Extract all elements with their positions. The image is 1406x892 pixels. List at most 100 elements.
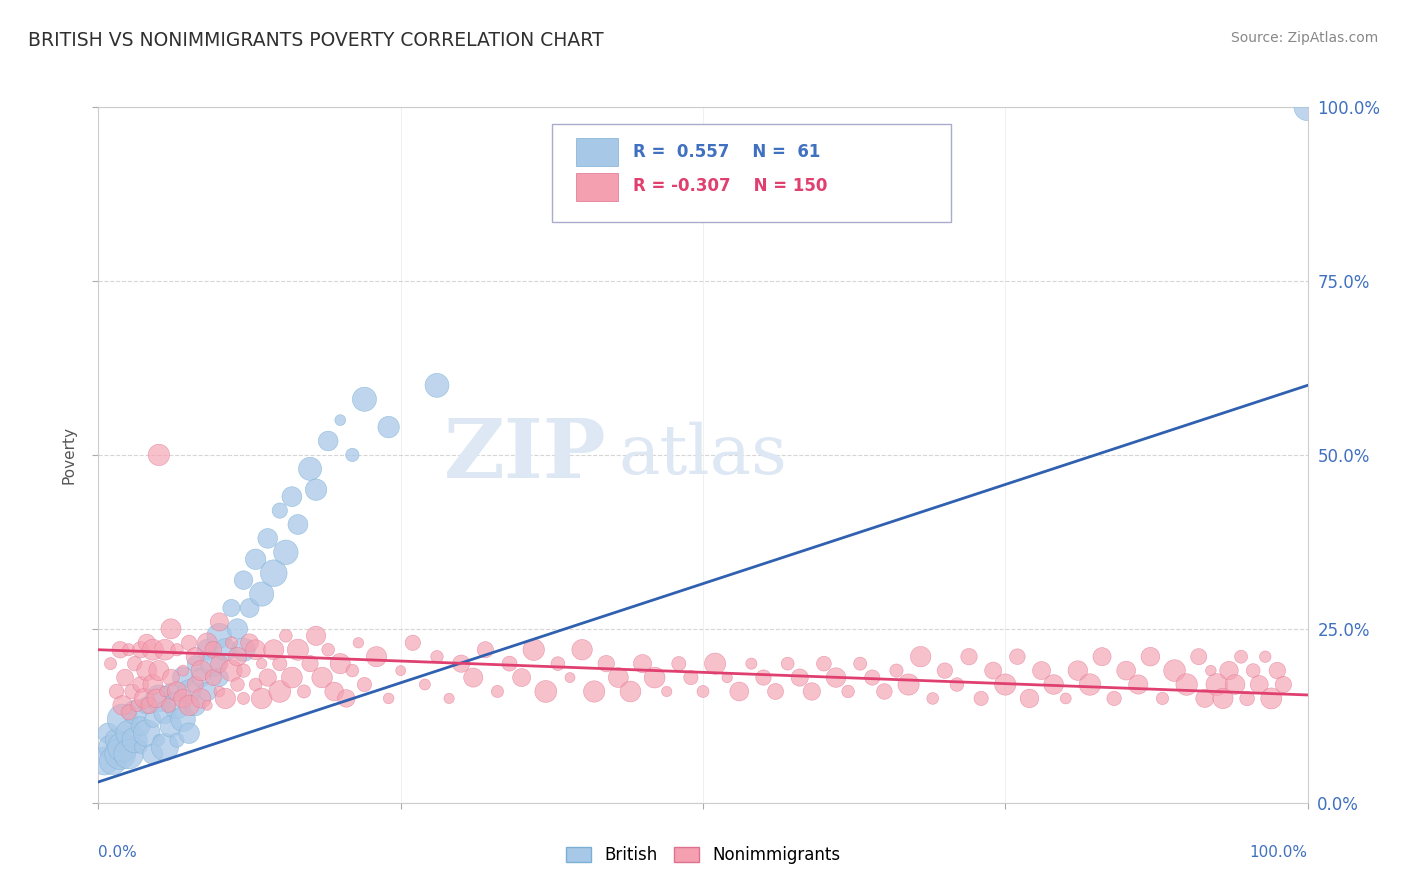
Point [547,657,569,671]
Point [221,664,243,678]
Point [437,691,460,706]
Point [329,413,352,427]
Point [190,691,212,706]
Point [179,698,201,713]
Point [166,698,188,713]
Point [135,636,157,650]
Point [299,462,322,476]
Point [366,649,388,664]
Point [1078,677,1101,691]
Point [124,733,146,747]
Point [426,378,449,392]
Point [142,712,165,726]
Point [100,657,122,671]
Point [377,691,399,706]
Point [1249,677,1271,691]
Point [239,636,262,650]
Point [1254,649,1277,664]
Point [1031,664,1053,678]
Point [232,691,254,706]
Point [1152,691,1174,706]
Point [124,657,146,671]
Point [274,629,297,643]
Point [184,657,207,671]
Point [1260,691,1282,706]
Text: 0.0%: 0.0% [98,845,138,860]
Point [1267,664,1289,678]
Point [250,587,273,601]
Point [752,671,775,685]
Point [118,706,141,720]
Point [789,671,811,685]
Point [269,684,291,698]
Point [166,733,188,747]
Point [195,642,218,657]
Point [245,642,267,657]
FancyBboxPatch shape [576,173,619,201]
Point [1223,677,1246,691]
Point [486,684,509,698]
Point [377,420,399,434]
Point [631,657,654,671]
Point [595,657,617,671]
Point [655,684,678,698]
Point [160,719,183,733]
Point [849,657,872,671]
Point [335,691,357,706]
Point [263,642,285,657]
Point [1128,677,1150,691]
Point [269,503,291,517]
Point [226,622,249,636]
Point [873,684,896,698]
Text: BRITISH VS NONIMMIGRANTS POVERTY CORRELATION CHART: BRITISH VS NONIMMIGRANTS POVERTY CORRELA… [28,31,603,50]
Point [583,684,606,698]
Point [510,671,533,685]
Point [1296,100,1319,114]
Point [148,691,170,706]
Point [1199,664,1222,678]
Point [934,664,956,678]
Point [413,677,436,691]
Text: 100.0%: 100.0% [1250,845,1308,860]
Point [287,642,309,657]
Point [776,657,799,671]
Point [160,622,183,636]
Point [221,601,243,615]
Point [292,684,315,698]
Point [121,684,143,698]
Point [153,684,176,698]
Point [305,483,328,497]
Point [208,657,231,671]
FancyBboxPatch shape [576,138,619,166]
Point [450,657,472,671]
Point [347,636,370,650]
Point [250,691,273,706]
Text: Source: ZipAtlas.com: Source: ZipAtlas.com [1230,31,1378,45]
Point [886,664,908,678]
Point [138,698,160,713]
Point [160,671,183,685]
Point [100,740,122,755]
Point [153,740,176,755]
Point [142,677,165,691]
Point [134,691,156,706]
Point [813,657,835,671]
Point [118,747,141,761]
Point [1230,649,1253,664]
Point [256,671,278,685]
Point [1236,691,1258,706]
Point [111,712,134,726]
Point [129,719,152,733]
Point [1042,677,1064,691]
Point [221,636,243,650]
Point [353,392,375,407]
Point [93,754,115,768]
Point [118,726,141,740]
Point [558,671,581,685]
Point [226,677,249,691]
Point [101,754,124,768]
Point [274,545,297,559]
Point [195,684,218,698]
Point [534,684,557,698]
Point [166,684,188,698]
